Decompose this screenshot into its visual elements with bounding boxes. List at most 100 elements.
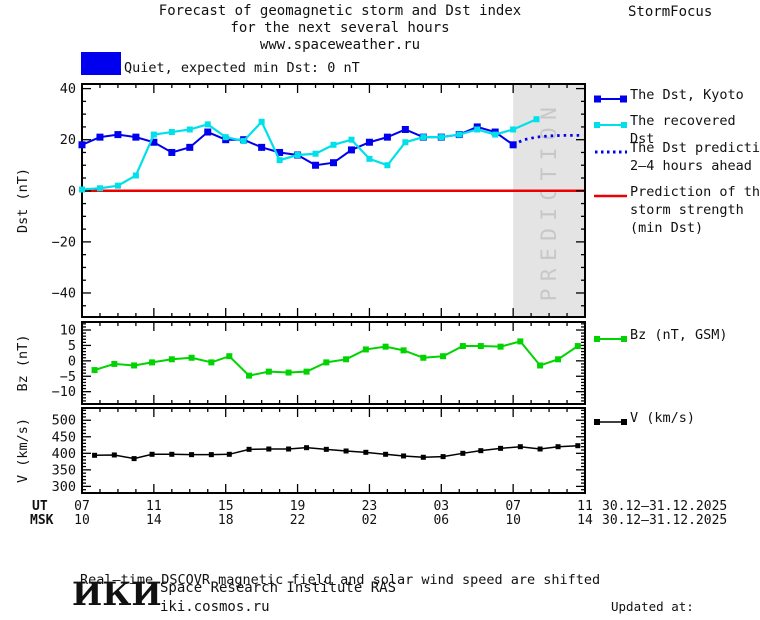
xtick-label: 10 (505, 513, 521, 528)
prediction-watermark: PREDICTION (537, 100, 561, 301)
data-point (131, 362, 138, 369)
data-point (497, 343, 504, 350)
data-point (401, 453, 407, 459)
xtick-label: 23 (361, 499, 378, 514)
data-point (91, 367, 98, 374)
data-point (575, 443, 581, 449)
ytick-label: 40 (60, 81, 76, 97)
legend-label: The Dst, Kyoto (630, 87, 744, 103)
legend-v: V (km/s) (594, 409, 695, 432)
legend-recovered-dst: The recovered Dst (594, 112, 760, 148)
data-point (150, 131, 157, 138)
institute-site-link[interactable]: iki.cosmos.ru (160, 599, 270, 615)
ytick-label: 450 (52, 429, 76, 445)
data-point (168, 129, 175, 136)
status-color-swatch (81, 52, 121, 75)
storm-strength-marker-icon (594, 188, 628, 206)
bz-marker-icon (594, 331, 628, 349)
xtick-label: 11 (577, 499, 593, 514)
data-point (456, 131, 463, 138)
data-point (208, 359, 215, 366)
data-point (478, 448, 484, 454)
ytick-label: 0 (68, 353, 76, 369)
ytick-label: 400 (52, 446, 76, 462)
site-url-link[interactable]: www.spaceweather.ru (259, 37, 421, 53)
data-point (149, 359, 156, 366)
legend-label: The Dst prediction (630, 140, 760, 156)
data-point (517, 338, 524, 345)
ytick-label: 0 (68, 183, 76, 199)
data-point (79, 186, 85, 193)
ut-axis-label: UT (32, 499, 48, 514)
data-point (96, 185, 103, 192)
dst-prediction-marker-icon (594, 144, 628, 162)
data-point (420, 454, 426, 460)
data-point (348, 136, 355, 143)
data-point (383, 133, 391, 141)
data-point (498, 445, 504, 451)
data-point (459, 343, 466, 350)
data-point (492, 131, 499, 138)
iki-logo: ИКИ (72, 575, 162, 613)
data-point (258, 143, 266, 151)
dst-kyoto-marker-icon (594, 91, 628, 109)
data-point (362, 346, 369, 353)
data-point (402, 139, 409, 146)
data-point (246, 446, 252, 452)
updated-label: Updated at: (611, 599, 694, 614)
status-row: Quiet, expected min Dst: 0 nT (81, 52, 360, 76)
data-point (363, 449, 369, 455)
data-point (537, 362, 544, 369)
legend-dst-prediction: The Dst prediction 2–4 hours ahead (594, 139, 760, 175)
legend-storm-strength: Prediction of the storm strength (min Ds… (594, 183, 760, 237)
data-point (240, 137, 247, 144)
footnote: Real–time DSCOVR magnetic field and sola… (80, 537, 600, 620)
series-line (94, 444, 578, 460)
data-point (460, 450, 466, 456)
footnote-line-1: Real–time DSCOVR magnetic field and sola… (80, 572, 601, 588)
ytick-label: −10 (52, 384, 76, 400)
brand-stormfocus: StormFocus (628, 4, 713, 20)
ytick-label: 300 (52, 479, 76, 495)
xtick-label: 11 (146, 499, 162, 514)
legend-label: storm strength (630, 202, 744, 218)
data-point (246, 372, 253, 379)
xtick-label: 15 (217, 499, 234, 514)
data-point (343, 356, 350, 363)
data-point (401, 125, 409, 133)
data-point (347, 146, 355, 154)
ylabel-dst: Dst (nT) (15, 168, 31, 233)
legend-dst-kyoto: The Dst, Kyoto (594, 86, 744, 109)
data-point (226, 353, 233, 360)
data-point (189, 452, 195, 458)
msk-axis-label: MSK (30, 513, 54, 528)
data-point (383, 451, 389, 457)
data-point (537, 446, 543, 452)
xtick-label: 19 (289, 499, 306, 514)
data-point (222, 134, 229, 141)
data-point (285, 369, 292, 376)
data-point (510, 126, 517, 133)
data-point (312, 150, 319, 157)
data-point (555, 356, 562, 363)
ytick-label: 20 (60, 132, 76, 148)
data-point (276, 157, 283, 164)
data-point (78, 141, 86, 149)
data-point (168, 356, 175, 363)
legend-label: The recovered Dst (630, 113, 736, 147)
data-point (438, 134, 445, 141)
series-line (94, 340, 579, 377)
ytick-label: −40 (52, 285, 76, 301)
data-point (204, 121, 211, 128)
plot-frame (81, 407, 586, 494)
xtick-label: 14 (146, 513, 162, 528)
data-point (343, 448, 349, 454)
legend-bz: Bz (nT, GSM) (594, 326, 728, 349)
data-point (330, 141, 337, 148)
data-point (114, 131, 122, 139)
ylabel-v: V (km/s) (15, 418, 31, 483)
legend-label: (min Dst) (630, 220, 704, 236)
data-point (265, 368, 272, 375)
legend-label: Bz (nT, GSM) (630, 327, 728, 343)
